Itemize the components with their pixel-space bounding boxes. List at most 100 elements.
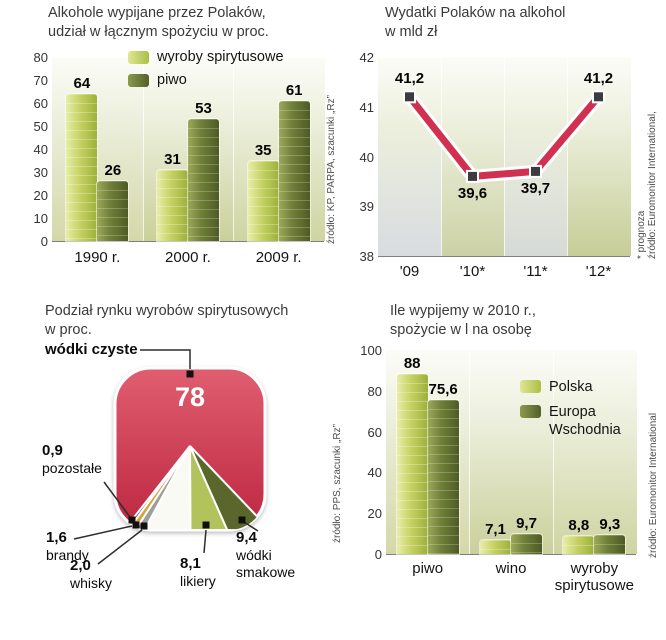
legend-swatch-light — [128, 51, 149, 64]
legend-swatch-light — [520, 380, 541, 393]
bar-value-label: 53 — [195, 100, 212, 118]
chart-alcohol-share: Alkohole wypijane przez Polaków, udział … — [8, 4, 342, 296]
x-axis-label: 1990 r. — [74, 249, 121, 266]
pie-value: 1,6 — [46, 529, 67, 546]
plot-column — [567, 57, 631, 256]
bar-value-label: 8,8 — [568, 517, 590, 535]
chart-title: Wydatki Polaków na alkohol w mld zł — [385, 4, 565, 42]
point-value-label: 41,2 — [583, 69, 614, 87]
x-axis-label: '10* — [459, 263, 486, 280]
pie-value: 0,9 — [42, 442, 63, 459]
x-axis-labels: piwo wino wyroby spirytusowe — [386, 560, 636, 600]
legend-swatch-dark — [520, 405, 541, 418]
callout-line — [203, 529, 207, 554]
bar-value-label: 64 — [73, 74, 91, 92]
y-tick-label: 40 — [33, 142, 48, 157]
data-point-marker — [466, 169, 479, 183]
source-note: źródło: Euromonitor International — [648, 412, 659, 558]
bar-Polska — [563, 536, 595, 554]
source-note: źródło: KP, PARPA, szacunki „Rz” — [326, 95, 337, 244]
y-tick-label: 0 — [374, 547, 382, 562]
y-tick-label: 30 — [33, 165, 48, 180]
bar-value-label: 31 — [164, 150, 181, 168]
bar-piwo — [97, 181, 129, 241]
pie-chart-svg — [73, 349, 267, 565]
bar-wyroby-spirytusowe — [157, 169, 188, 241]
title-line-1: Podział rynku wyrobów spirytusowych — [45, 303, 289, 319]
plot-area: 41,2 39,6 39,7 41,2 — [378, 57, 631, 257]
bar-piwo — [188, 119, 219, 241]
y-tick-label: 100 — [360, 343, 382, 358]
source-note: źródło: Euromonitor International, * pro… — [636, 44, 658, 259]
legend: wyroby spirytusowe piwo — [128, 49, 284, 95]
x-axis-label: 2009 r. — [255, 249, 302, 266]
bar-Europa-Wschodnia — [511, 534, 542, 554]
pie-label: whisky — [70, 575, 113, 591]
chart-consumption-2010: Ile wypijemy w 2010 r., spożycie w l na … — [348, 298, 666, 640]
callout-marker — [140, 522, 148, 530]
line-graphic — [403, 90, 605, 183]
bar-Polska — [480, 539, 511, 554]
y-tick-label: 80 — [367, 383, 382, 399]
bar-value-label: 9,3 — [599, 516, 621, 534]
pie-graphic — [40, 298, 340, 638]
x-axis-labels: '09 '10* '11* '12* — [378, 263, 630, 303]
chart-title: Alkohole wypijane przez Polaków, udział … — [48, 4, 269, 42]
title-line-2: udział w łącznym spożyciu w proc. — [48, 24, 269, 40]
callout-marker — [202, 521, 210, 529]
y-tick-label: 39 — [359, 199, 374, 215]
y-tick-label: 10 — [33, 211, 48, 226]
x-axis-labels: 1990 r. 2000 r. 2009 r. — [52, 249, 324, 289]
pie-label: likiery — [180, 573, 216, 589]
pie-label: pozostałe — [42, 460, 102, 476]
bar-value-label: 75,6 — [428, 380, 458, 398]
bar-value-label: 61 — [285, 81, 303, 99]
x-axis-label: 2000 r. — [165, 249, 211, 266]
pie-label-wodki-czyste: wódki czyste — [45, 341, 138, 358]
title-line-2: w mld zł — [385, 24, 438, 40]
data-point-marker — [403, 90, 416, 104]
data-point-marker — [592, 90, 605, 104]
source-note: źródło: PPS, szacunki „Rz” — [332, 424, 343, 543]
pie-value: 2,0 — [70, 557, 91, 574]
bar-value-label: 88 — [403, 355, 421, 373]
y-tick-label: 41 — [359, 99, 374, 115]
source-line-2: * prognoza — [636, 210, 647, 259]
point-value-label: 39,6 — [457, 185, 488, 203]
callout-line — [243, 521, 259, 532]
x-axis-label: '11* — [523, 263, 548, 280]
y-axis-labels: 80 70 60 50 40 30 20 10 0 — [14, 50, 48, 249]
legend-label: Polska — [549, 379, 593, 395]
legend-item: Europa Wschodnia — [520, 403, 661, 439]
x-axis-label: piwo — [412, 560, 444, 577]
source-line-1: źródło: Euromonitor International, — [647, 111, 658, 259]
chart-alcohol-spending: Wydatki Polaków na alkohol w mld zł 42 41… — [348, 4, 666, 296]
bar-value-label: 9,7 — [516, 515, 537, 533]
bar-Polska — [396, 374, 428, 554]
legend: Polska Europa Wschodnia — [520, 378, 661, 446]
title-line-2: w proc. — [45, 322, 92, 338]
legend-item: wyroby spirytusowe — [128, 49, 284, 65]
y-axis-labels: 42 41 40 39 38 — [350, 50, 374, 264]
plot-column — [504, 57, 568, 256]
y-tick-label: 80 — [33, 50, 48, 65]
title-line-1: Ile wypijemy w 2010 r., — [390, 303, 536, 319]
pie-label: brandy — [46, 547, 89, 563]
bar-wyroby-spirytusowe — [247, 160, 279, 241]
callout-marker — [132, 521, 140, 529]
pie-label-brandy: 1,6 brandy — [46, 529, 89, 564]
y-tick-label: 38 — [359, 249, 374, 264]
pie-label: wódki smakowe — [236, 547, 296, 580]
x-axis-label: wyroby spirytusowe — [554, 560, 634, 594]
pie-label-pozostale: 0,9 pozostałe — [42, 442, 102, 477]
chart-title: Ile wypijemy w 2010 r., spożycie w l na … — [390, 302, 536, 340]
pie-value: 9,4 — [236, 529, 257, 546]
y-tick-label: 20 — [367, 506, 382, 522]
y-tick-label: 40 — [359, 149, 374, 165]
bar-value-label: 35 — [254, 141, 272, 159]
x-axis-label: wino — [495, 560, 527, 577]
legend-label: piwo — [157, 72, 187, 88]
y-axis-labels: 100 80 60 40 20 0 — [352, 343, 382, 562]
y-tick-label: 40 — [367, 465, 382, 481]
